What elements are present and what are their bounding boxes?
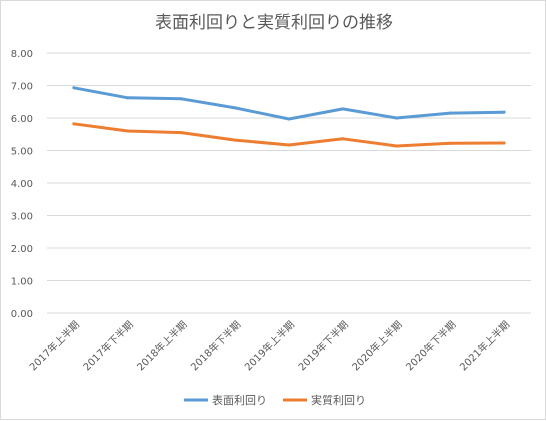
x-tick-label: 2021年上半期 — [457, 318, 512, 373]
series-line-0 — [72, 86, 506, 121]
series-line-1 — [72, 122, 506, 148]
data-point — [179, 97, 183, 101]
data-point — [341, 107, 345, 111]
y-tick-label: 5.00 — [11, 147, 33, 158]
y-tick-label: 4.00 — [11, 179, 33, 190]
data-point — [448, 141, 452, 145]
data-point — [233, 106, 237, 110]
y-tick-label: 6.00 — [11, 114, 33, 125]
y-tick-label: 2.00 — [11, 244, 33, 255]
data-point — [502, 141, 506, 145]
x-tick-label: 2017年上半期 — [27, 318, 82, 373]
data-point — [179, 131, 183, 135]
data-point — [72, 122, 76, 126]
data-point — [287, 117, 291, 121]
x-tick-label: 2020年上半期 — [349, 318, 404, 373]
y-tick-label: 7.00 — [11, 82, 33, 93]
x-tick-label: 2018年上半期 — [134, 318, 189, 373]
x-tick-label: 2018年下半期 — [188, 318, 243, 373]
data-point — [395, 116, 399, 120]
y-tick-label: 0.00 — [11, 309, 33, 320]
x-tick-label: 2017年下半期 — [80, 318, 135, 373]
x-tick-label: 2020年下半期 — [403, 318, 458, 373]
data-point — [287, 143, 291, 147]
legend-label: 表面利回り — [212, 393, 267, 407]
data-point — [72, 86, 76, 90]
data-point — [395, 144, 399, 148]
y-tick-label: 8.00 — [11, 49, 33, 60]
chart-title: 表面利回りと実質利回りの推移 — [155, 13, 393, 33]
x-tick-label: 2019年上半期 — [242, 318, 297, 373]
data-point — [126, 96, 130, 100]
y-tick-label: 3.00 — [11, 212, 33, 223]
data-point — [233, 138, 237, 142]
legend-label: 実質利回り — [311, 393, 366, 407]
data-point — [126, 129, 130, 133]
data-point — [448, 111, 452, 115]
x-tick-label: 2019年下半期 — [295, 318, 350, 373]
data-point — [502, 110, 506, 114]
y-tick-label: 1.00 — [11, 277, 33, 288]
data-point — [341, 137, 345, 141]
